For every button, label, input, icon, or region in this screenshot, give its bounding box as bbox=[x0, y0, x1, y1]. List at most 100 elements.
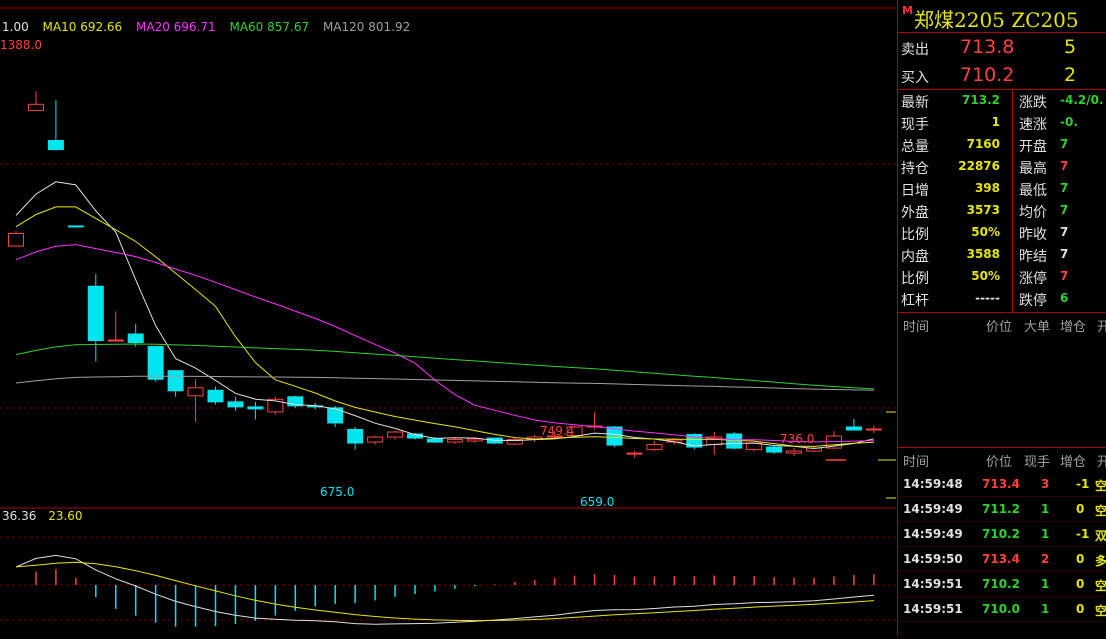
candle-body bbox=[207, 389, 224, 403]
stats-value: 7160 bbox=[966, 137, 1000, 151]
stats-value: 7 bbox=[1060, 203, 1069, 217]
candlestick-chart[interactable] bbox=[0, 0, 896, 635]
candle-body bbox=[786, 450, 803, 454]
candle-body bbox=[466, 438, 483, 442]
candle-body bbox=[347, 428, 364, 444]
price-label-high2: 749.4 bbox=[540, 424, 575, 438]
candle-body bbox=[646, 444, 663, 451]
candle-body bbox=[367, 436, 384, 443]
price-label-high3: 736.0 bbox=[780, 432, 815, 446]
header-increase: 增仓 bbox=[1060, 320, 1087, 335]
ma10-label: MA10 692.66 bbox=[42, 20, 123, 34]
ma60-line bbox=[15, 343, 874, 390]
tick-time: 14:59:49 bbox=[903, 527, 963, 541]
ma20-line bbox=[15, 244, 874, 443]
big-order-header: 时间 价位 大单 增仓 开 bbox=[898, 313, 1106, 335]
candle-body bbox=[167, 370, 184, 392]
buy-price: 710.2 bbox=[960, 64, 1015, 86]
price-label-high1: 1388.0 bbox=[0, 38, 42, 52]
stats-value: 50% bbox=[971, 269, 1000, 283]
tick-header-hand: 现手 bbox=[1024, 455, 1051, 470]
stats-key: 涨跌 bbox=[1019, 95, 1047, 111]
candle-body bbox=[626, 452, 643, 455]
stats-key: 跌停 bbox=[1019, 293, 1047, 309]
tick-hand: 3 bbox=[1041, 477, 1050, 491]
tick-row[interactable]: 14:59:49 710.2 1 -1 双 bbox=[898, 522, 1106, 547]
header-time: 时间 bbox=[903, 320, 930, 335]
tick-row[interactable]: 14:59:50 713.4 2 0 多 bbox=[898, 547, 1106, 572]
tick-header-price: 价位 bbox=[986, 455, 1013, 470]
buy-volume: 2 bbox=[1064, 64, 1077, 86]
buy-label: 买入 bbox=[901, 70, 929, 86]
macd-dea-label: 23.60 bbox=[48, 509, 83, 523]
tick-type: 多 bbox=[1095, 554, 1106, 568]
tick-price: 710.2 bbox=[982, 577, 1020, 591]
stats-value: 7 bbox=[1060, 137, 1069, 151]
stats-row: 比例 50% 涨停 7 bbox=[898, 266, 1106, 288]
candle-body bbox=[8, 232, 24, 247]
tick-type: 空 bbox=[1095, 504, 1106, 518]
stats-key: 均价 bbox=[1019, 205, 1047, 221]
tick-row[interactable]: 14:59:51 710.2 1 0 空 bbox=[898, 572, 1106, 597]
big-order-area: 时间 价位 大单 增仓 开 bbox=[898, 313, 1106, 448]
tick-price: 710.0 bbox=[982, 602, 1020, 616]
stats-key: 涨停 bbox=[1019, 271, 1047, 287]
tick-increase: 0 bbox=[1076, 502, 1085, 516]
stats-value: 7 bbox=[1060, 269, 1069, 283]
sell-row[interactable]: 卖出 713.8 5 bbox=[898, 33, 1106, 61]
tick-list[interactable]: 14:59:48 713.4 3 -1 空 14:59:49 711.2 1 0 空 14:59:4… bbox=[898, 472, 1106, 622]
candle-body bbox=[227, 401, 244, 408]
tick-increase: 0 bbox=[1076, 552, 1085, 566]
candle-body bbox=[187, 387, 204, 397]
candle-body bbox=[506, 439, 523, 445]
stats-key: 昨收 bbox=[1019, 227, 1047, 243]
tick-hand: 1 bbox=[1041, 502, 1050, 516]
ma10-line bbox=[15, 206, 874, 447]
stats-divider bbox=[1012, 90, 1013, 312]
candle-body bbox=[47, 139, 64, 151]
stats-value: 1 bbox=[991, 115, 1000, 129]
stats-key: 速涨 bbox=[1019, 117, 1047, 133]
stats-value: 7 bbox=[1060, 225, 1069, 239]
ma-legend: 1.00 MA10 692.66 MA20 696.71 MA60 857.67… bbox=[2, 20, 420, 34]
kline-chart-area[interactable]: 1.00 MA10 692.66 MA20 696.71 MA60 857.67… bbox=[0, 0, 896, 635]
candle-body bbox=[606, 426, 623, 446]
stats-key: 总量 bbox=[901, 139, 929, 155]
price-label-low2: 659.0 bbox=[580, 495, 615, 509]
tick-type: 空 bbox=[1095, 604, 1106, 618]
candle-body bbox=[387, 431, 404, 438]
stats-table: 最新 713.2 涨跌 -4.2/0. 现手 1 速涨 -0. 总量 7160 开盘 7 持仓 22876… bbox=[898, 90, 1106, 313]
price-label-low1: 675.0 bbox=[320, 485, 355, 499]
sell-volume: 5 bbox=[1064, 36, 1077, 58]
tick-row[interactable]: 14:59:48 713.4 3 -1 空 bbox=[898, 472, 1106, 497]
candle-body bbox=[267, 398, 284, 413]
tick-type: 双 bbox=[1095, 529, 1106, 543]
tick-row[interactable]: 14:59:49 711.2 1 0 空 bbox=[898, 497, 1106, 522]
ma120-label: MA120 801.92 bbox=[322, 20, 411, 34]
quote-panel: M 郑煤2205 ZC205 卖出 713.8 5 买入 710.2 2 最新 7… bbox=[897, 0, 1106, 635]
stats-key: 比例 bbox=[901, 227, 929, 243]
tick-header-time: 时间 bbox=[903, 455, 930, 470]
buy-row[interactable]: 买入 710.2 2 bbox=[898, 61, 1106, 90]
candle-body bbox=[865, 428, 882, 431]
tick-price: 713.4 bbox=[982, 552, 1020, 566]
tick-time: 14:59:51 bbox=[903, 577, 963, 591]
candle-body bbox=[327, 407, 344, 424]
contract-title: 郑煤2205 ZC205 bbox=[914, 8, 1079, 32]
stats-value: 3588 bbox=[966, 247, 1000, 261]
market-badge: M bbox=[902, 4, 913, 17]
stats-row: 最新 713.2 涨跌 -4.2/0. bbox=[898, 90, 1106, 112]
ma5-line bbox=[15, 181, 875, 450]
ma5-label: 1.00 bbox=[2, 20, 29, 34]
tick-hand: 1 bbox=[1041, 527, 1050, 541]
stats-key: 比例 bbox=[901, 271, 929, 287]
stats-key: 持仓 bbox=[901, 161, 929, 177]
header-big-order: 大单 bbox=[1024, 320, 1051, 335]
stats-value: 50% bbox=[971, 225, 1000, 239]
tick-increase: 0 bbox=[1076, 602, 1085, 616]
stats-row: 日增 398 最低 7 bbox=[898, 178, 1106, 200]
candle-body bbox=[426, 438, 443, 443]
tick-price: 710.2 bbox=[982, 527, 1020, 541]
stats-key: 外盘 bbox=[901, 205, 929, 221]
tick-row[interactable]: 14:59:51 710.0 1 0 空 bbox=[898, 597, 1106, 622]
